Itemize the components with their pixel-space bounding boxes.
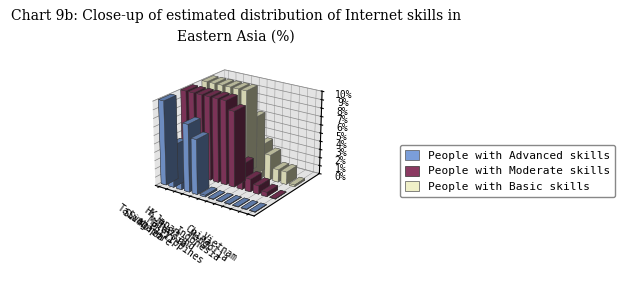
- Text: Chart 9b: Close-up of estimated distribution of Internet skills in: Chart 9b: Close-up of estimated distribu…: [11, 9, 461, 23]
- Legend: People with Advanced skills, People with Moderate skills, People with Basic skil: People with Advanced skills, People with…: [400, 145, 615, 197]
- Text: Eastern Asia (%): Eastern Asia (%): [177, 30, 295, 44]
